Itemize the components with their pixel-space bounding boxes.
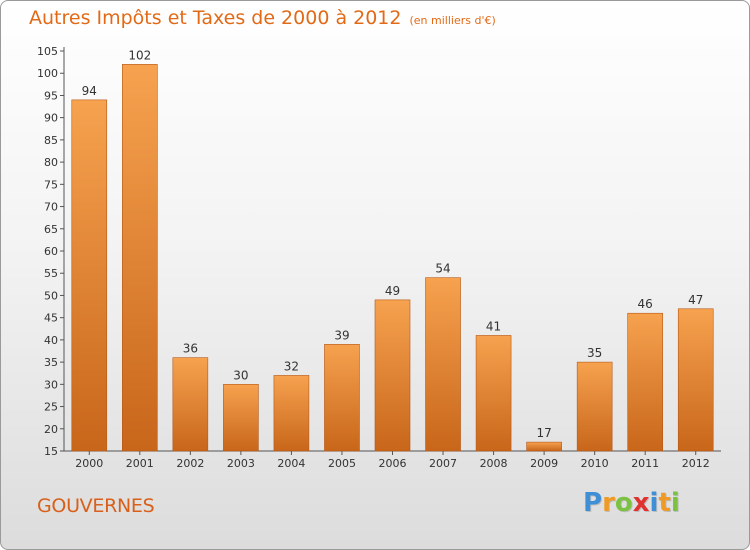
y-tick-label: 15 [44, 445, 58, 458]
x-tick-label: 2009 [530, 457, 558, 470]
logo-letter: x [632, 488, 650, 518]
x-tick-label: 2007 [429, 457, 457, 470]
bar [627, 312, 663, 452]
x-tick-label: 2000 [75, 457, 103, 470]
x-tick-label: 2011 [631, 457, 659, 470]
x-tick-label: 2012 [682, 457, 710, 470]
x-tick-label: 2008 [480, 457, 508, 470]
x-tick-label: 2005 [328, 457, 356, 470]
bar-value-label: 94 [82, 84, 97, 98]
y-tick-label: 95 [44, 89, 58, 102]
bar-layer [71, 64, 714, 452]
bar-value-label: 17 [536, 426, 551, 440]
logo-letter: o [614, 488, 633, 518]
bar-value-label: 47 [688, 293, 703, 307]
logo-letter: t [658, 488, 671, 518]
y-tick-label: 45 [44, 312, 58, 325]
bar [223, 384, 259, 452]
label-layer: 94 102 36 30 32 39 49 54 41 17 35 46 47 [82, 48, 704, 440]
bar-value-label: 54 [435, 262, 450, 276]
x-tick-label: 2001 [126, 457, 154, 470]
y-tick-label: 65 [44, 223, 58, 236]
chart-title: Autres Impôts et Taxes de 2000 à 2012 [29, 7, 402, 29]
x-tick-label: 2010 [581, 457, 609, 470]
bar [475, 335, 512, 452]
bar [374, 299, 411, 452]
bar [324, 344, 360, 452]
location-label: GOUVERNES [37, 495, 155, 517]
x-tick-label: 2004 [277, 457, 305, 470]
bar-value-label: 102 [128, 48, 151, 62]
bar-value-label: 39 [334, 328, 349, 342]
bar-value-label: 49 [385, 284, 400, 298]
y-tick-label: 25 [44, 401, 58, 414]
y-tick-label: 100 [37, 67, 58, 80]
bar-value-label: 41 [486, 319, 501, 333]
bar [71, 99, 108, 452]
y-tick-label: 75 [44, 178, 58, 191]
bar [273, 375, 310, 452]
x-tick-label: 2006 [379, 457, 407, 470]
y-tick-label: 60 [44, 245, 58, 258]
bar [122, 64, 158, 452]
bar [172, 357, 209, 452]
bar [526, 441, 562, 452]
y-tick-label: 50 [44, 289, 58, 302]
chart-unit: (en milliers d'€) [409, 14, 496, 27]
y-tick-label: 55 [44, 267, 58, 280]
y-tick-label: 70 [44, 201, 58, 214]
title-line: Autres Impôts et Taxes de 2000 à 2012 (en… [29, 7, 496, 29]
logo-letter: i [649, 488, 659, 518]
logo-letter: r [602, 488, 615, 518]
y-tick-label: 85 [44, 134, 58, 147]
y-tick-label: 40 [44, 334, 58, 347]
x-tick-label: 2003 [227, 457, 255, 470]
bar-value-label: 36 [183, 342, 198, 356]
x-tick-label: 2002 [176, 457, 204, 470]
y-tick-label: 105 [37, 45, 58, 58]
logo-letter: i [670, 488, 680, 518]
y-tick-label: 30 [44, 378, 58, 391]
bar-value-label: 46 [638, 297, 653, 311]
bar [576, 361, 613, 452]
proxiti-logo[interactable]: Proxiti [583, 488, 680, 518]
y-tick-label: 20 [44, 423, 58, 436]
bar [425, 277, 461, 452]
bar-value-label: 35 [587, 346, 602, 360]
bar [677, 308, 714, 452]
y-tick-label: 80 [44, 156, 58, 169]
bar-value-label: 32 [284, 359, 299, 373]
bar-value-label: 30 [233, 368, 248, 382]
y-tick-label: 35 [44, 356, 58, 369]
y-tick-label: 90 [44, 112, 58, 125]
logo-letter: P [583, 488, 603, 518]
